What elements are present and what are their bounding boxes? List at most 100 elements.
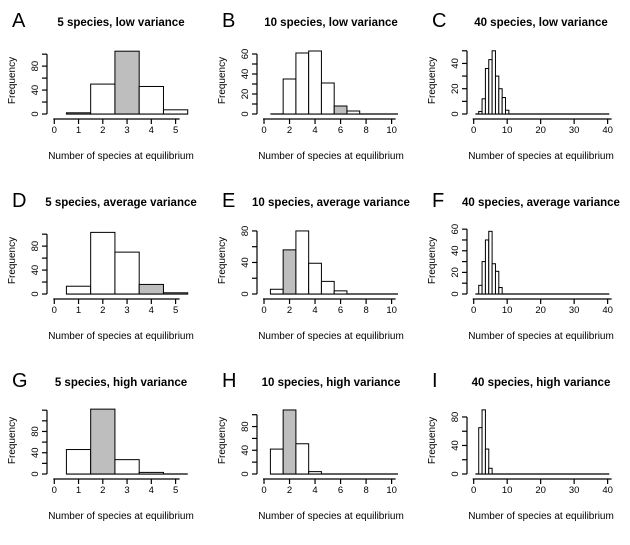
y-tick-label: 40 <box>450 245 461 256</box>
histogram-bar-gray <box>333 105 348 115</box>
y-tick-label: 40 <box>30 447 41 458</box>
histogram-bar <box>346 110 361 115</box>
histogram-bar <box>295 52 310 115</box>
histogram-d-svg: D 5 species, average variance Frequency Num… <box>7 190 197 342</box>
y-axis-label: Frequency <box>7 57 18 104</box>
histogram-bar <box>478 110 483 115</box>
histogram-bar <box>505 109 510 115</box>
histogram-bar <box>308 50 322 115</box>
x-tick-label: 8 <box>363 485 368 496</box>
histogram-bar <box>308 262 322 295</box>
y-tick-label: 0 <box>450 291 461 296</box>
panel-letter: I <box>432 370 438 392</box>
y-tick-label: 0 <box>30 471 41 476</box>
y-tick-label: 60 <box>450 224 461 235</box>
histogram-bar-gray <box>114 50 140 115</box>
x-tick-label: 20 <box>535 125 546 136</box>
histogram-bar <box>138 85 164 115</box>
x-axis-label: Number of species at equilibrium <box>468 511 614 522</box>
x-tick-label: 0 <box>471 485 476 496</box>
histogram-bar <box>498 287 503 295</box>
y-tick-label: 80 <box>30 61 41 72</box>
x-tick-label: 0 <box>471 305 476 316</box>
y-tick-label: 40 <box>30 265 41 276</box>
y-axis-label: Frequency <box>217 417 228 464</box>
histogram-bar <box>295 230 310 295</box>
x-tick-label: 20 <box>535 305 546 316</box>
panel-g: G 5 species, high variance Frequency Number… <box>0 360 210 540</box>
histogram-bar <box>484 67 490 115</box>
histogram-bar <box>491 263 496 295</box>
panel-title: 10 species, high variance <box>262 377 401 389</box>
histogram-bar <box>65 112 92 115</box>
x-tick-label: 30 <box>569 125 580 136</box>
panel-a: A 5 species, low variance Frequency Number … <box>0 0 210 180</box>
x-tick-label: 6 <box>338 305 343 316</box>
histogram-bar-gray <box>138 283 164 295</box>
panel-d: D 5 species, average variance Frequency Num… <box>0 180 210 360</box>
y-tick-label: 40 <box>450 58 461 69</box>
histogram-e-svg: E 10 species, average variance Frequency Nu… <box>217 190 410 342</box>
y-tick-label: 80 <box>30 241 41 252</box>
y-axis-label: Frequency <box>427 57 438 104</box>
x-tick-label: 1 <box>76 125 81 136</box>
x-tick-label: 4 <box>149 125 154 136</box>
y-axis-label: Frequency <box>217 237 228 284</box>
histogram-bar <box>308 471 322 475</box>
x-tick-label: 10 <box>502 485 513 496</box>
x-tick-label: 3 <box>124 485 129 496</box>
x-tick-label: 40 <box>602 125 613 136</box>
x-tick-label: 2 <box>100 485 105 496</box>
histogram-f-svg: F 40 species, average variance Frequency Nu… <box>427 190 620 342</box>
y-tick-label: 20 <box>240 89 251 100</box>
panel-title: 5 species, low variance <box>57 17 184 29</box>
x-tick-label: 8 <box>363 125 368 136</box>
histogram-bar <box>484 239 490 295</box>
y-axis-label: Frequency <box>7 417 18 464</box>
x-tick-label: 4 <box>312 305 317 316</box>
panel-title: 40 species, high variance <box>472 377 611 389</box>
y-tick-label: 40 <box>450 440 461 451</box>
y-axis-label: Frequency <box>427 417 438 464</box>
histogram-bar <box>494 270 500 295</box>
histogram-g-svg: G 5 species, high variance Frequency Number… <box>7 370 194 522</box>
histogram-bar-gray <box>90 408 116 475</box>
histogram-h-svg: H 10 species, high variance Frequency Numbe… <box>217 370 404 522</box>
histogram-bar-gray <box>282 409 297 475</box>
x-tick-label: 10 <box>386 485 397 496</box>
panel-e: E 10 species, average variance Frequency Nu… <box>210 180 420 360</box>
x-tick-label: 0 <box>52 485 57 496</box>
x-axis-label: Number of species at equilibrium <box>258 151 404 162</box>
histogram-bar <box>498 88 503 115</box>
x-axis-label: Number of species at equilibrium <box>48 511 194 522</box>
histogram-bar <box>162 292 189 295</box>
panel-letter: H <box>222 370 236 392</box>
x-tick-label: 2 <box>100 305 105 316</box>
histogram-bar <box>333 290 348 295</box>
y-tick-label: 40 <box>30 85 41 96</box>
histogram-bar <box>90 231 116 295</box>
histogram-bar <box>269 288 284 295</box>
x-tick-label: 5 <box>173 125 178 136</box>
histogram-bar <box>481 409 486 475</box>
histogram-bar <box>481 98 486 115</box>
y-axis-label: Frequency <box>217 57 228 104</box>
y-tick-label: 20 <box>450 267 461 278</box>
x-tick-label: 4 <box>312 485 317 496</box>
x-tick-label: 30 <box>569 485 580 496</box>
histogram-bar <box>481 261 486 295</box>
histogram-bar <box>488 467 493 475</box>
x-tick-label: 1 <box>76 485 81 496</box>
histogram-bar <box>320 82 335 115</box>
x-tick-label: 10 <box>386 305 397 316</box>
x-tick-label: 0 <box>261 305 266 316</box>
y-tick-label: 40 <box>240 69 251 80</box>
x-tick-label: 2 <box>287 125 292 136</box>
x-tick-label: 20 <box>535 485 546 496</box>
x-tick-label: 1 <box>76 305 81 316</box>
histogram-bar <box>295 443 310 475</box>
x-axis-label: Number of species at equilibrium <box>48 331 194 342</box>
panel-letter: G <box>12 370 28 392</box>
x-axis-label: Number of species at equilibrium <box>258 511 404 522</box>
